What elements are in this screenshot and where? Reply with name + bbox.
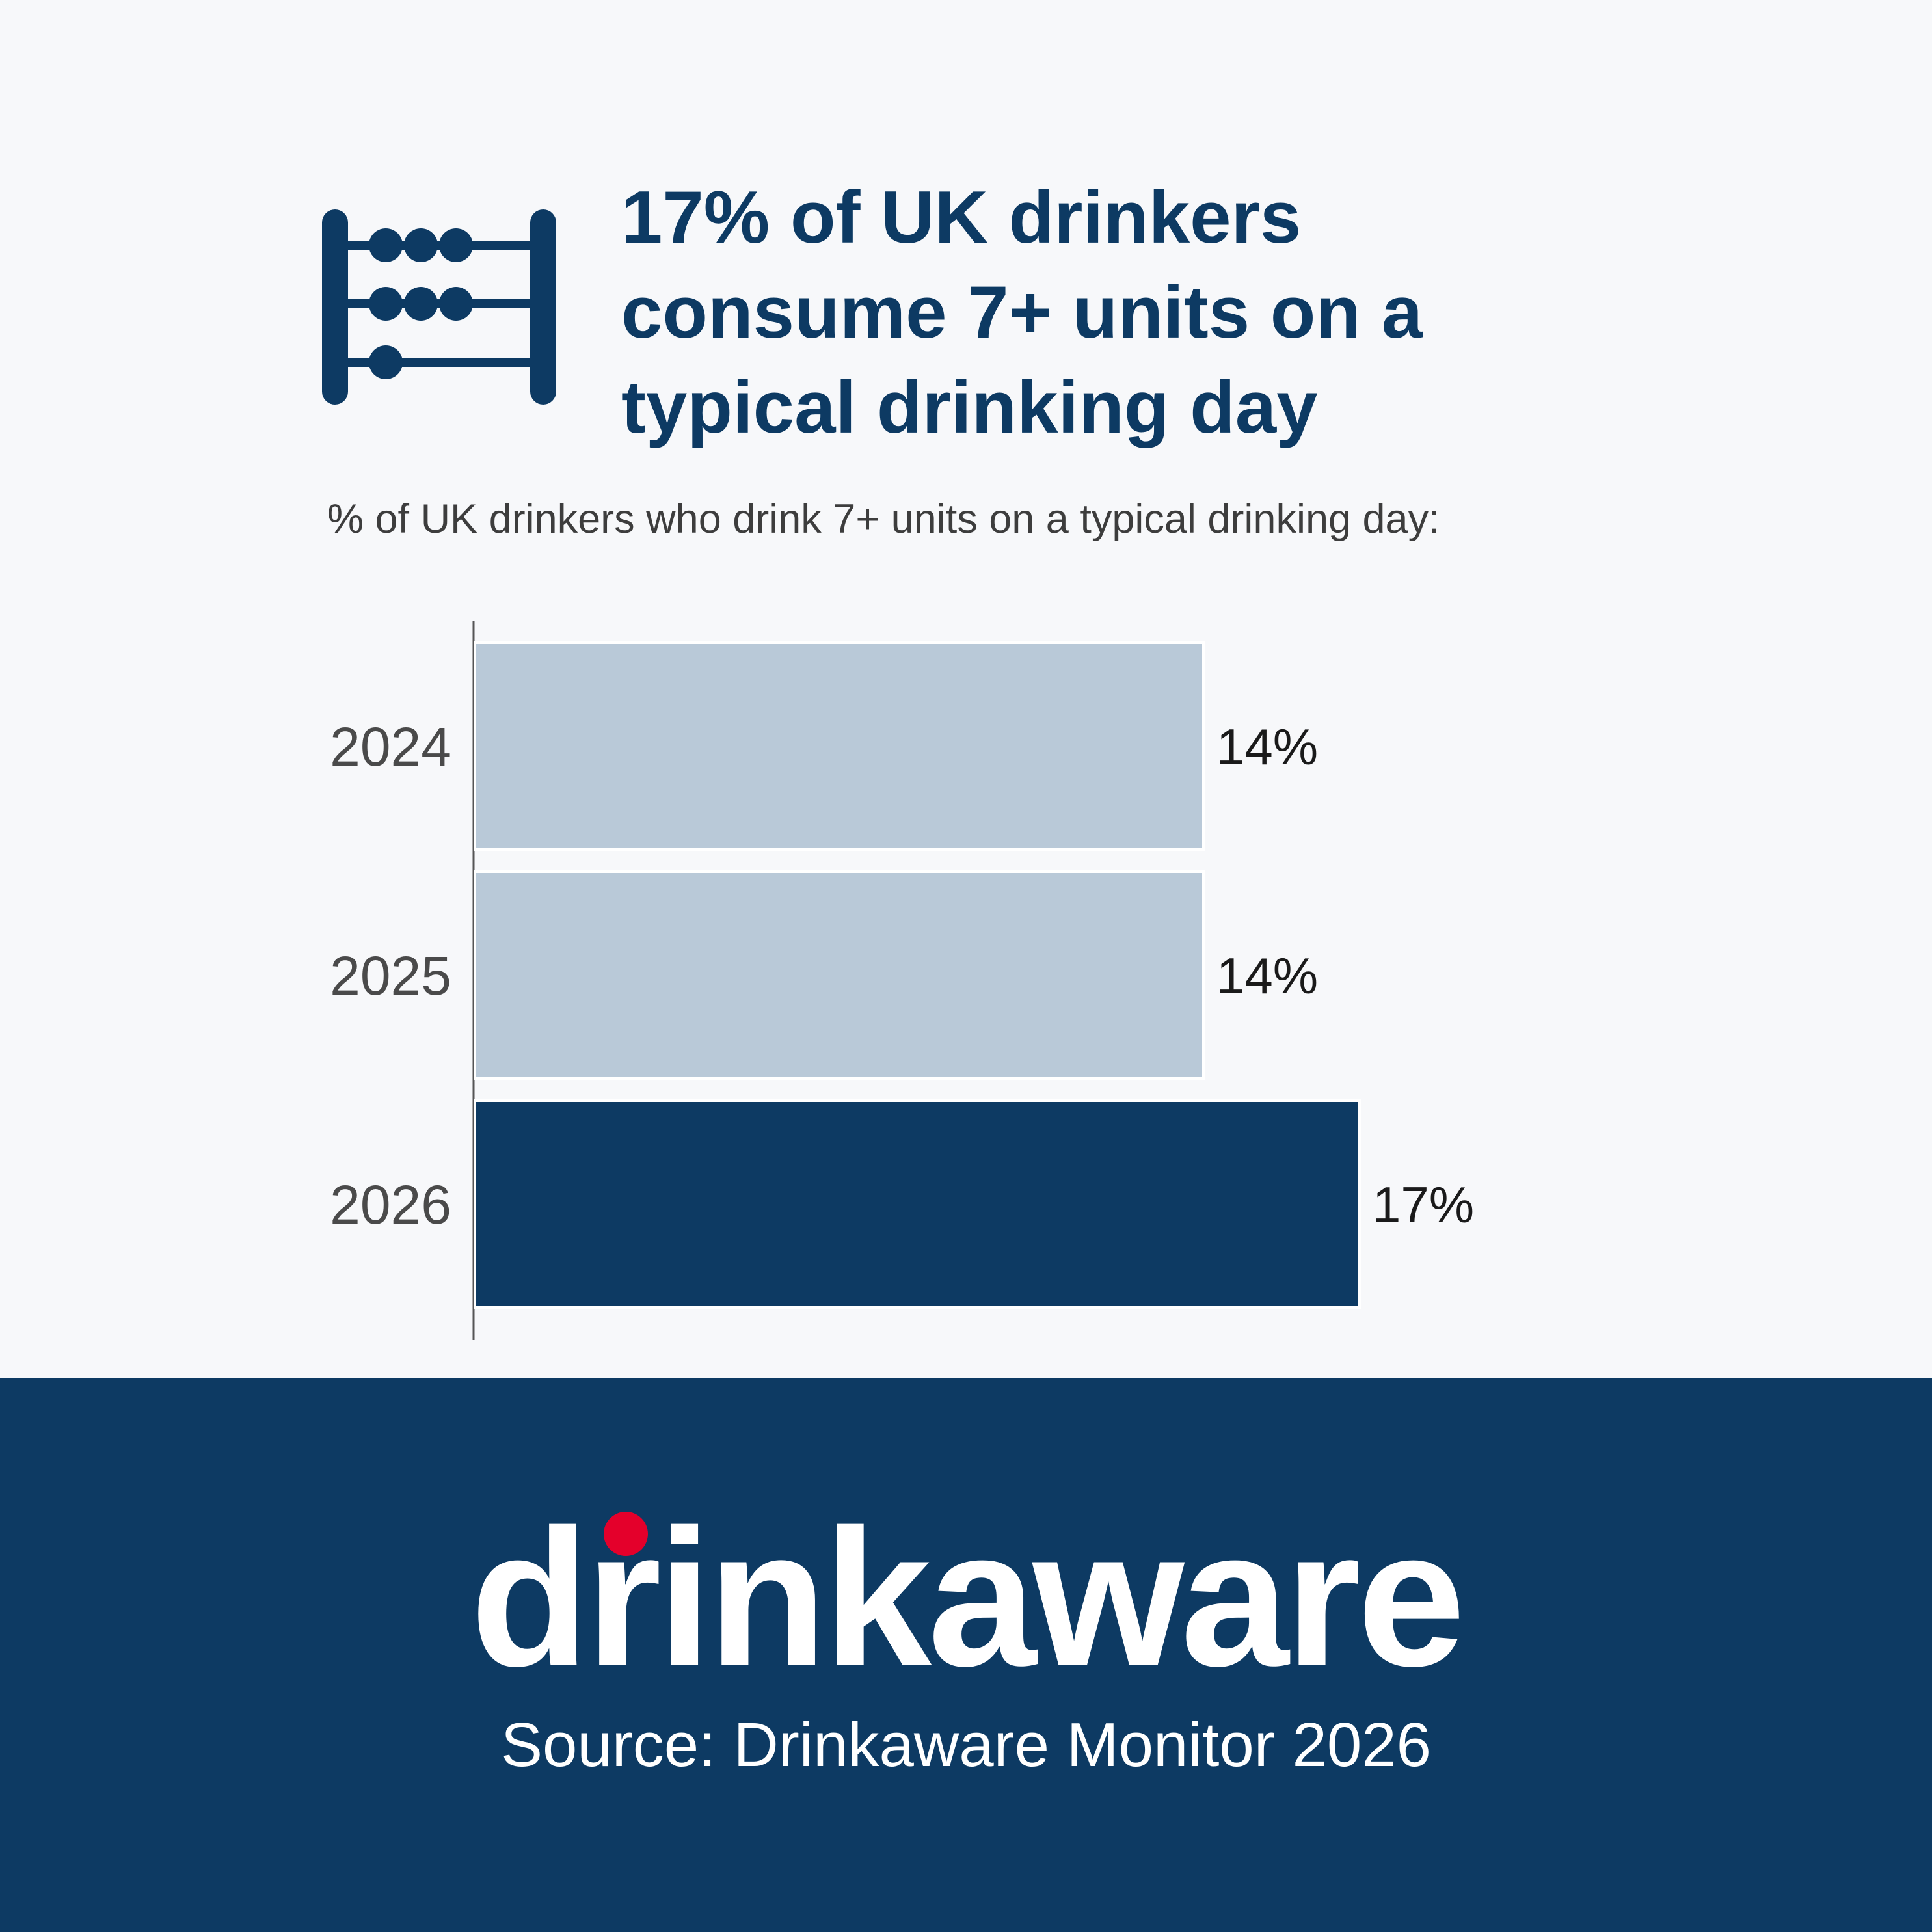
infographic-panel: 17% of UK drinkers consume 7+ units on a…: [322, 170, 1597, 1340]
bar-2025: [474, 870, 1205, 1080]
value-label-2026: 17%: [1373, 1176, 1474, 1233]
source-note: Source: Drinkaware Monitor 2026: [500, 1710, 1431, 1780]
bar-2024: [474, 641, 1205, 851]
bar-chart: 2024 14% 2025 14% 2026 17%: [330, 621, 1474, 1340]
value-label-2024: 14%: [1216, 718, 1318, 775]
category-label-2025: 2025: [330, 945, 451, 1006]
abacus-icon: [322, 209, 556, 405]
brand-footer: [0, 1378, 1932, 1932]
headline-line-2: consume 7+ units on a: [621, 271, 1423, 354]
category-label-2024: 2024: [330, 716, 451, 777]
headline: 17% of UK drinkers consume 7+ units on a…: [621, 170, 1597, 455]
headline-line-1: 17% of UK drinkers: [621, 176, 1302, 259]
headline-line-3: typical drinking day: [621, 366, 1318, 449]
logo-accent-dot: [604, 1512, 648, 1556]
chart-subtitle: % of UK drinkers who drink 7+ units on a…: [327, 496, 1440, 542]
drinkaware-logo: drinkaware: [470, 1490, 1466, 1698]
bar-2026: [474, 1099, 1361, 1309]
value-label-2025: 14%: [1216, 947, 1318, 1004]
category-label-2026: 2026: [330, 1174, 451, 1235]
